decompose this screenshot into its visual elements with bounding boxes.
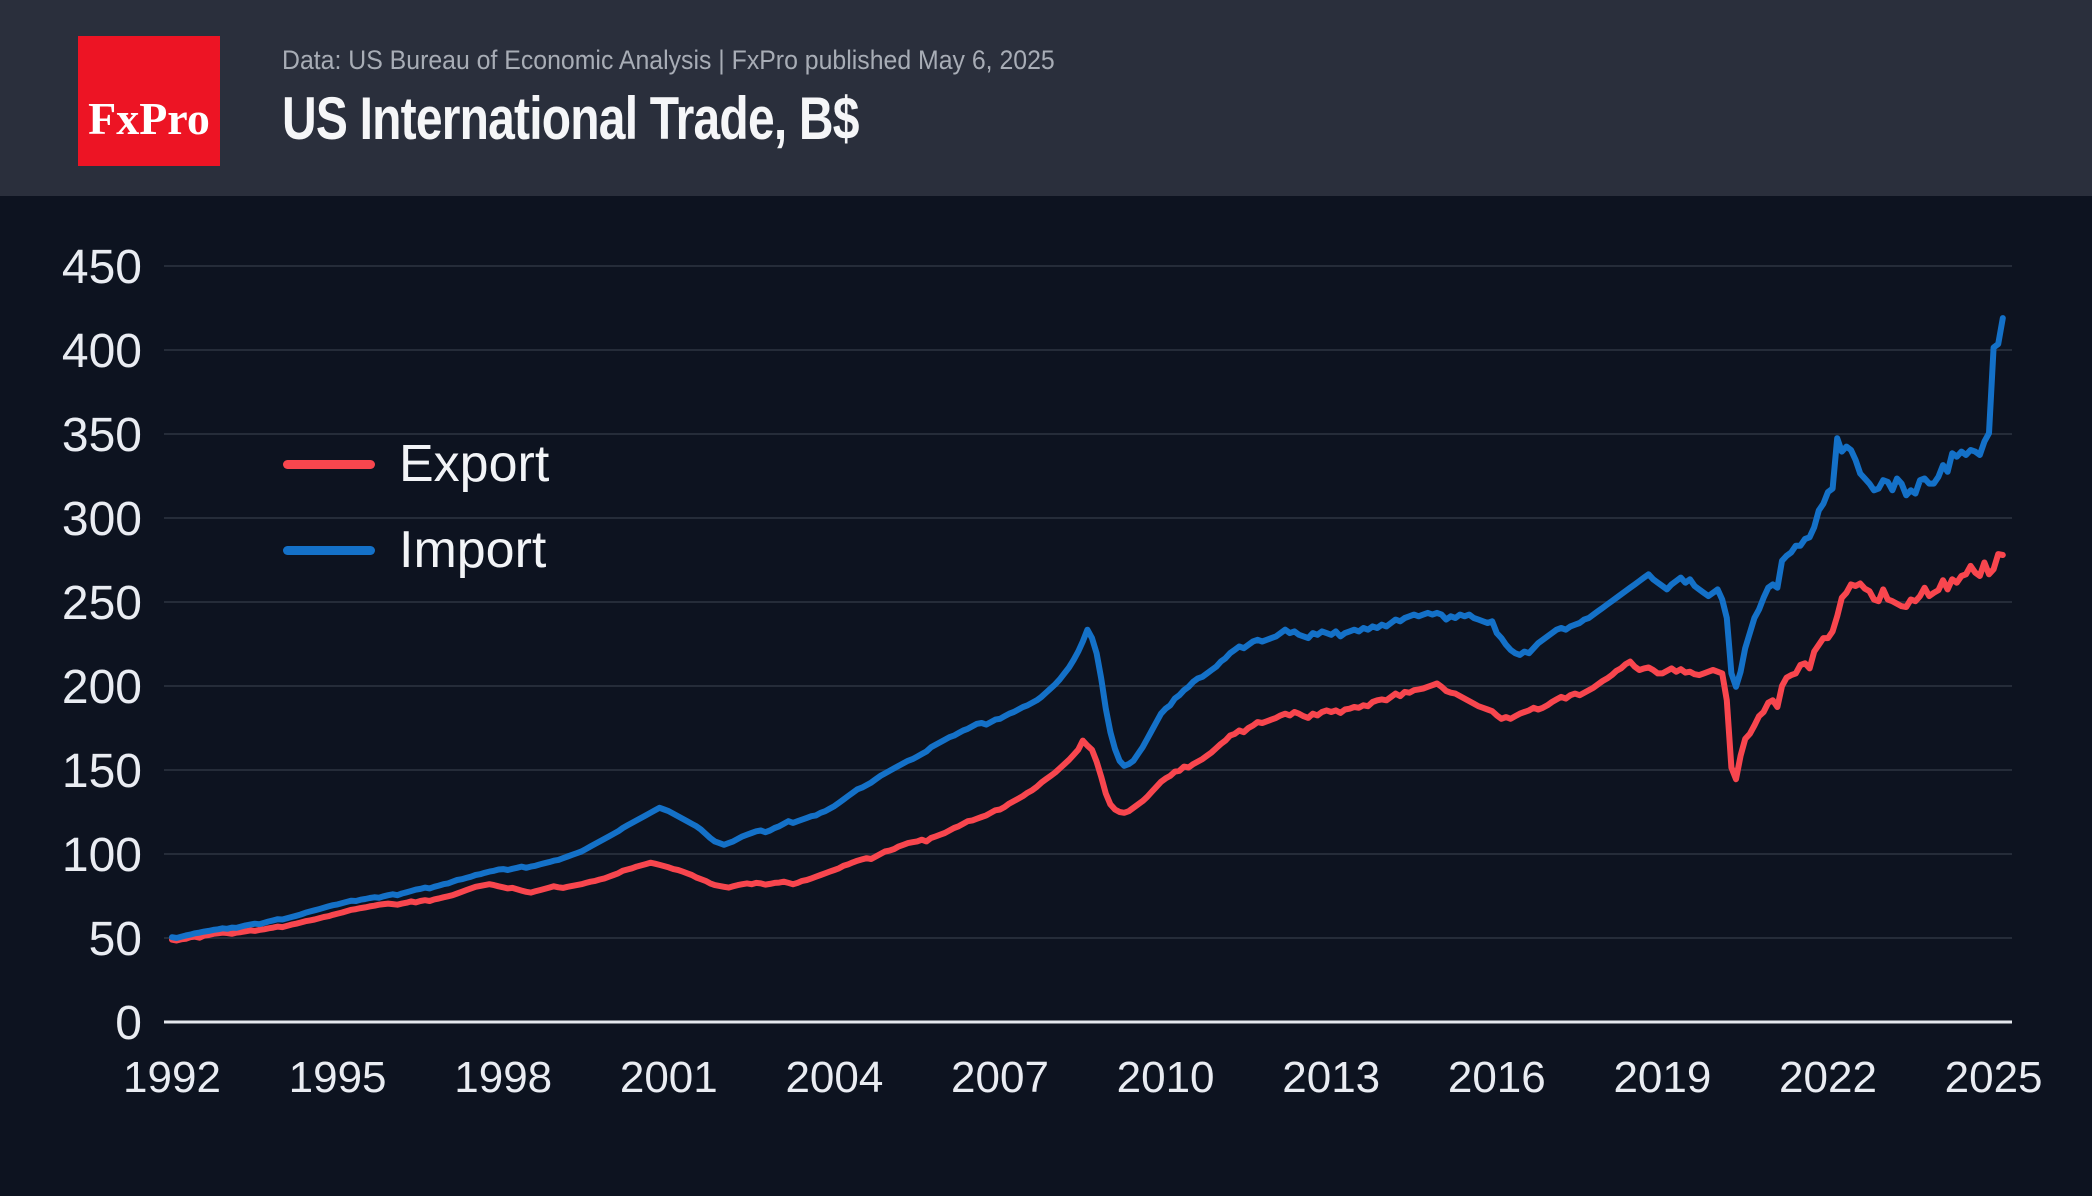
y-tick-label: 150 xyxy=(62,745,142,798)
chart-legend: Export Import xyxy=(283,434,549,580)
legend-label-import: Import xyxy=(399,521,547,579)
header-text-block: Data: US Bureau of Economic Analysis | F… xyxy=(282,44,1122,150)
x-tick-label: 2004 xyxy=(785,1053,883,1102)
export-line-swatch xyxy=(283,459,375,469)
y-tick-label: 300 xyxy=(62,493,142,546)
y-tick-label: 50 xyxy=(89,913,142,966)
y-tick-label: 200 xyxy=(62,661,142,714)
y-tick-label: 250 xyxy=(62,577,142,630)
export-line xyxy=(169,551,2006,944)
legend-item-export: Export xyxy=(283,434,549,494)
x-tick-label: 1995 xyxy=(289,1053,387,1102)
x-tick-label: 2013 xyxy=(1282,1053,1380,1102)
x-tick-label: 2001 xyxy=(620,1053,718,1102)
legend-label-export: Export xyxy=(399,435,550,493)
x-tick-label: 1998 xyxy=(454,1053,552,1102)
legend-item-import: Import xyxy=(283,520,549,580)
trade-chart-svg: 0 50 100 150 200 250 300 350 400 450 1992 1995 1998 2… xyxy=(62,241,2043,1102)
x-tick-label: 2010 xyxy=(1117,1053,1215,1102)
x-tick-label: 2025 xyxy=(1945,1053,2043,1102)
x-tick-label: 2007 xyxy=(951,1053,1049,1102)
chart-source-subtitle: Data: US Bureau of Economic Analysis | F… xyxy=(282,45,1055,75)
x-tick-label: 2022 xyxy=(1779,1053,1877,1102)
fxpro-logo: FxPro xyxy=(78,36,220,166)
x-tick-label: 1992 xyxy=(123,1053,221,1102)
x-tick-label: 2019 xyxy=(1613,1053,1711,1102)
chart-region: 0 50 100 150 200 250 300 350 400 450 1992 1995 1998 2… xyxy=(0,196,2092,1196)
x-tick-label: 2016 xyxy=(1448,1053,1546,1102)
fxpro-logo-text: FxPro xyxy=(88,93,210,144)
import-line xyxy=(169,315,2006,941)
y-tick-label: 400 xyxy=(62,325,142,378)
y-tick-label: 100 xyxy=(62,829,142,882)
y-tick-label: 0 xyxy=(115,997,142,1050)
page-title: US International Trade, B$ xyxy=(282,85,859,152)
import-line-swatch xyxy=(283,545,375,555)
y-tick-label: 450 xyxy=(62,241,142,294)
header-bar: FxPro Data: US Bureau of Economic Analys… xyxy=(0,0,2092,196)
y-tick-label: 350 xyxy=(62,409,142,462)
